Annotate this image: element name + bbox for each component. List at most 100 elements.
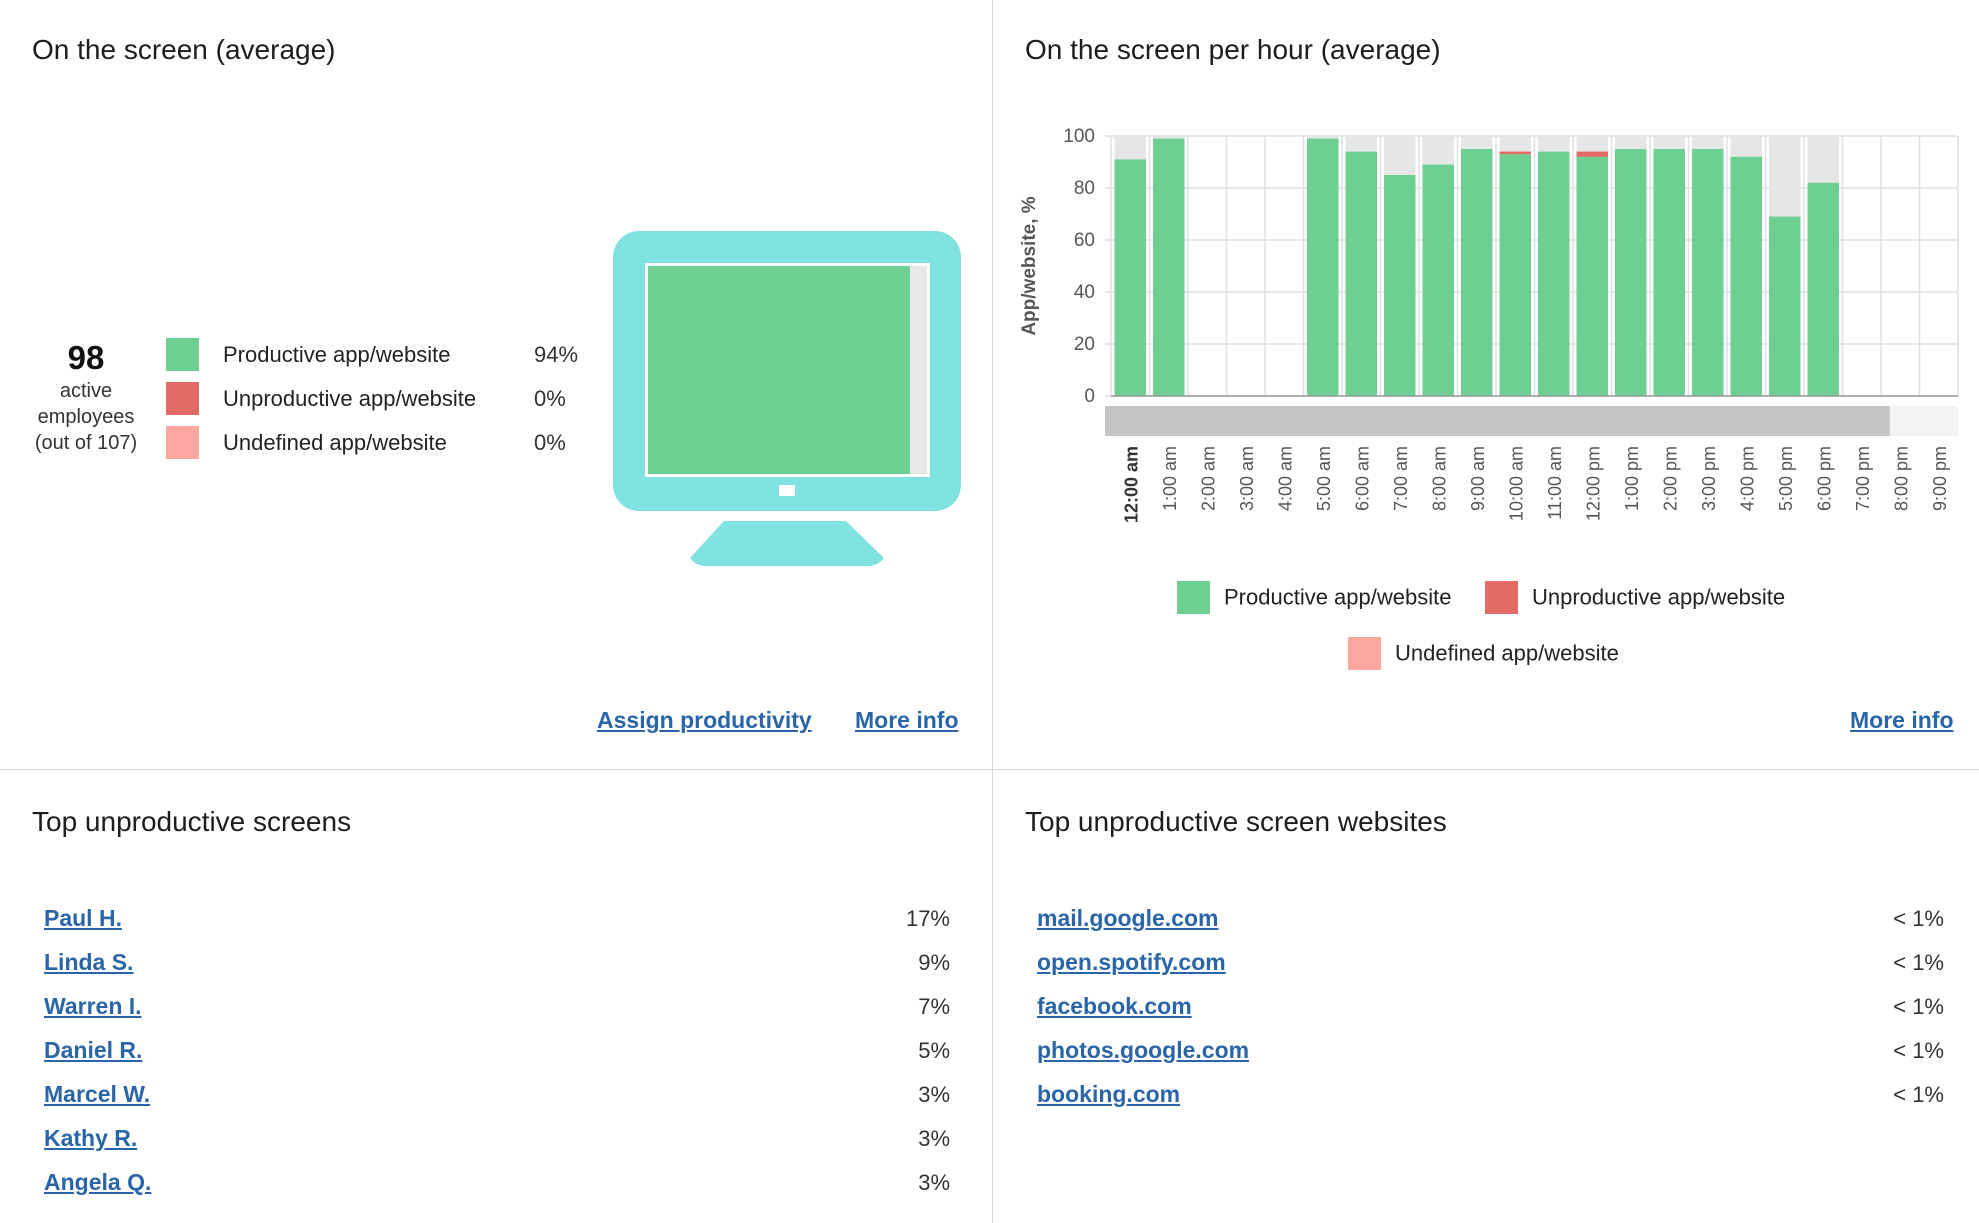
employee-row: Marcel W. 3% [44,1081,950,1125]
bar-productive [1576,156,1608,396]
bar-unproductive [1499,151,1531,155]
website-row-value: < 1% [1893,950,1944,975]
website-row-value: < 1% [1893,1038,1944,1063]
chart-legend-productive: Productive app/website [1177,581,1451,614]
chart-legend-undefined: Undefined app/website [1348,637,1619,670]
bar-productive [1114,159,1146,396]
employee-row-link[interactable]: Kathy R. [44,1125,138,1151]
x-tick-label: 6:00 pm [1814,446,1834,511]
undefined-swatch [166,426,199,459]
chart-scrollbar-thumb [1105,406,1890,436]
employee-row: Angela Q. 3% [44,1169,950,1213]
website-row-link[interactable]: booking.com [1037,1081,1181,1107]
y-tick-label: 100 [1063,126,1095,147]
legend-label: Unproductive app/website [1532,584,1786,610]
monitor-stand [690,521,884,566]
employees-label: employees [37,406,135,428]
monitor-power-led [779,485,795,496]
x-tick-label: 7:00 pm [1853,446,1873,511]
x-tick-label: 9:00 pm [1930,446,1950,511]
employee-row-link[interactable]: Angela Q. [44,1169,152,1195]
website-row-value: < 1% [1893,1082,1944,1107]
bar-productive [1807,182,1839,396]
x-tick-label: 1:00 am [1160,446,1180,511]
website-row-value: < 1% [1893,906,1944,931]
monitor-productive-fill [648,266,910,474]
employee-row-link[interactable]: Paul H. [44,905,122,931]
employee-row-link[interactable]: Daniel R. [44,1037,143,1063]
x-tick-label: 5:00 pm [1776,446,1796,511]
website-row: booking.com < 1% [1037,1081,1944,1125]
employee-row-link[interactable]: Warren I. [44,993,142,1019]
more-info-link[interactable]: More info [855,707,959,733]
hourly-title: On the screen per hour (average) [1025,34,1441,65]
website-row-link[interactable]: photos.google.com [1037,1037,1250,1063]
website-row-link[interactable]: open.spotify.com [1037,949,1226,975]
y-tick-label: 0 [1084,386,1095,407]
employee-row-link[interactable]: Linda S. [44,949,134,975]
assign-productivity-link[interactable]: Assign productivity [597,707,812,733]
productive-swatch [1177,581,1210,614]
website-row-link[interactable]: facebook.com [1037,993,1192,1019]
legend-value: 0% [534,430,566,455]
x-tick-label: 10:00 am [1506,446,1526,521]
more-info-link[interactable]: More info [1850,707,1954,733]
bar-productive [1345,151,1377,396]
x-tick-label: 6:00 am [1352,446,1372,511]
employee-row-value: 7% [918,994,950,1019]
employee-row-link[interactable]: Marcel W. [44,1081,151,1107]
x-tick-label: 8:00 am [1429,446,1449,511]
employee-row: Kathy R. 3% [44,1125,950,1169]
website-row: mail.google.com < 1% [1037,905,1944,949]
screen-legend: Productive app/website 94% Unproductive … [166,338,586,470]
x-tick-label: 4:00 pm [1737,446,1757,511]
y-axis-title: App/website, % [1019,196,1040,335]
legend-label: Undefined app/website [223,430,447,455]
y-tick-label: 80 [1074,178,1095,199]
x-tick-label: 7:00 am [1391,446,1411,511]
x-tick-label: 1:00 pm [1622,446,1642,511]
website-row: photos.google.com < 1% [1037,1037,1944,1081]
chart-legend-unproductive: Unproductive app/website [1485,581,1785,614]
y-tick-label: 60 [1074,230,1095,251]
x-tick-label: 2:00 pm [1660,446,1680,511]
x-tick-label: 9:00 am [1468,446,1488,511]
employee-row-value: 9% [918,950,950,975]
bar-productive [1692,149,1724,396]
hourly-bar-chart: 0 20 40 60 80 100 App/website, % 12:00 am 1:00 a… [1019,126,1959,523]
active-label: active [59,380,113,402]
x-tick-label: 2:00 am [1198,446,1218,511]
bar-productive [1615,149,1647,396]
bar-productive [1730,156,1762,396]
undefined-swatch [1348,637,1381,670]
employee-row-value: 3% [918,1126,950,1151]
unproductive-swatch [1485,581,1518,614]
legend-value: 0% [534,386,566,411]
out-of-total-label: (out of 107) [34,432,138,454]
screen-average-panel: On the screen (average) 98 active employ… [0,0,993,770]
x-tick-label: 11:00 am [1545,446,1565,520]
y-tick-label: 20 [1074,334,1095,355]
employee-row-value: 17% [905,906,950,931]
employee-row: Linda S. 9% [44,949,950,993]
employee-row: Daniel R. 5% [44,1037,950,1081]
hourly-panel: On the screen per hour (average) 0 20 40 60… [993,0,1979,770]
legend-label: Unproductive app/website [223,386,477,411]
x-tick-label: 12:00 am [1121,446,1141,523]
employee-row-value: 3% [918,1082,950,1107]
y-tick-label: 40 [1074,282,1095,303]
employee-row: Paul H. 17% [44,905,950,949]
legend-value: 94% [534,342,579,367]
bar-productive [1153,138,1185,396]
legend-item-productive: Productive app/website 94% [166,338,586,382]
x-tick-label: 3:00 pm [1699,446,1719,511]
x-tick-label: 3:00 am [1237,446,1257,511]
top-sites-title: Top unproductive screen websites [1025,806,1447,837]
active-employees-summary: 98 active employees (out of 107) [22,338,150,456]
bar-productive [1653,149,1685,396]
x-tick-label: 5:00 am [1314,446,1334,511]
website-row-link[interactable]: mail.google.com [1037,905,1219,931]
monitor-icon [613,231,961,566]
active-employees-count: 98 [67,339,105,376]
employee-row: Warren I. 7% [44,993,950,1037]
